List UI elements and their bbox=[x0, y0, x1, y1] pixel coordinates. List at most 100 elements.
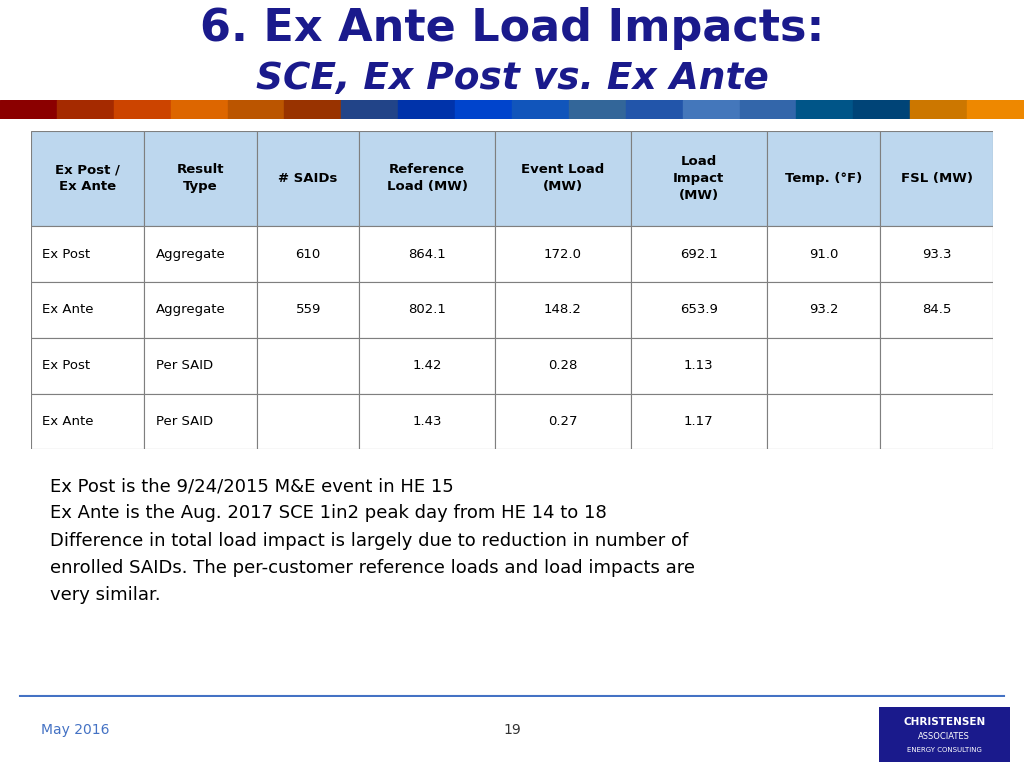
Text: 802.1: 802.1 bbox=[409, 303, 446, 316]
Bar bbox=[495, 131, 631, 227]
Bar bbox=[31, 338, 144, 393]
Bar bbox=[767, 338, 880, 393]
Bar bbox=[631, 131, 767, 227]
Text: 1.42: 1.42 bbox=[413, 359, 441, 372]
Bar bbox=[880, 282, 993, 338]
Text: Ex Post is the 9/24/2015 M&E event in HE 15
Ex Ante is the Aug. 2017 SCE 1in2 pe: Ex Post is the 9/24/2015 M&E event in HE… bbox=[49, 478, 694, 604]
Text: 1.43: 1.43 bbox=[413, 415, 441, 428]
Text: Ex Post /
Ex Ante: Ex Post / Ex Ante bbox=[55, 164, 120, 194]
Text: 91.0: 91.0 bbox=[809, 247, 838, 260]
Text: Load
Impact
(MW): Load Impact (MW) bbox=[673, 155, 724, 202]
Text: 610: 610 bbox=[296, 247, 321, 260]
Bar bbox=[739, 100, 797, 119]
Bar bbox=[359, 338, 495, 393]
Bar bbox=[512, 100, 569, 119]
Bar bbox=[257, 227, 359, 282]
Text: FSL (MW): FSL (MW) bbox=[901, 172, 973, 185]
Bar bbox=[495, 282, 631, 338]
Bar bbox=[285, 100, 341, 119]
Bar bbox=[631, 338, 767, 393]
Bar bbox=[257, 131, 359, 227]
Text: 172.0: 172.0 bbox=[544, 247, 582, 260]
Text: Per SAID: Per SAID bbox=[156, 415, 213, 428]
Text: Aggregate: Aggregate bbox=[156, 247, 225, 260]
Bar bbox=[853, 100, 910, 119]
Text: 0.27: 0.27 bbox=[548, 415, 578, 428]
Bar bbox=[910, 100, 967, 119]
Text: 93.2: 93.2 bbox=[809, 303, 839, 316]
Text: 84.5: 84.5 bbox=[922, 303, 951, 316]
Text: Event Load
(MW): Event Load (MW) bbox=[521, 164, 604, 194]
Bar bbox=[359, 282, 495, 338]
Bar bbox=[57, 100, 114, 119]
Text: ENERGY CONSULTING: ENERGY CONSULTING bbox=[906, 746, 982, 753]
Bar bbox=[227, 100, 285, 119]
Bar bbox=[495, 227, 631, 282]
Text: 653.9: 653.9 bbox=[680, 303, 718, 316]
Bar bbox=[455, 100, 512, 119]
Text: 6. Ex Ante Load Impacts:: 6. Ex Ante Load Impacts: bbox=[200, 8, 824, 50]
Text: 1.13: 1.13 bbox=[684, 359, 714, 372]
Text: 864.1: 864.1 bbox=[409, 247, 445, 260]
Bar bbox=[626, 100, 683, 119]
Bar bbox=[31, 393, 144, 449]
Text: 559: 559 bbox=[296, 303, 321, 316]
Text: ASSOCIATES: ASSOCIATES bbox=[919, 732, 970, 741]
Bar bbox=[114, 100, 171, 119]
Bar bbox=[767, 393, 880, 449]
Bar bbox=[257, 393, 359, 449]
Bar bbox=[341, 100, 398, 119]
Text: Ex Post: Ex Post bbox=[42, 359, 90, 372]
Text: May 2016: May 2016 bbox=[41, 723, 110, 737]
Bar bbox=[31, 131, 144, 227]
Bar bbox=[767, 131, 880, 227]
Text: Ex Ante: Ex Ante bbox=[42, 415, 94, 428]
Text: SCE, Ex Post vs. Ex Ante: SCE, Ex Post vs. Ex Ante bbox=[256, 61, 768, 97]
Text: Ex Ante: Ex Ante bbox=[42, 303, 94, 316]
Text: # SAIDs: # SAIDs bbox=[279, 172, 338, 185]
Bar bbox=[683, 100, 739, 119]
Bar bbox=[144, 227, 257, 282]
Bar bbox=[767, 282, 880, 338]
Bar bbox=[880, 227, 993, 282]
Bar bbox=[631, 282, 767, 338]
Text: 19: 19 bbox=[503, 723, 521, 737]
Bar bbox=[144, 338, 257, 393]
Bar bbox=[569, 100, 626, 119]
Bar bbox=[0, 100, 57, 119]
Bar bbox=[31, 227, 144, 282]
Text: 93.3: 93.3 bbox=[922, 247, 951, 260]
Text: 148.2: 148.2 bbox=[544, 303, 582, 316]
Bar bbox=[359, 393, 495, 449]
Bar bbox=[495, 338, 631, 393]
Bar bbox=[171, 100, 227, 119]
Bar bbox=[880, 393, 993, 449]
Bar bbox=[257, 338, 359, 393]
Text: Reference
Load (MW): Reference Load (MW) bbox=[387, 164, 468, 194]
Bar bbox=[31, 282, 144, 338]
Bar bbox=[631, 393, 767, 449]
Bar bbox=[398, 100, 455, 119]
Bar bbox=[144, 282, 257, 338]
Text: Aggregate: Aggregate bbox=[156, 303, 225, 316]
Bar bbox=[257, 282, 359, 338]
Text: Ex Post: Ex Post bbox=[42, 247, 90, 260]
Bar bbox=[967, 100, 1024, 119]
Bar bbox=[144, 131, 257, 227]
Text: Temp. (°F): Temp. (°F) bbox=[784, 172, 862, 185]
Bar bbox=[359, 131, 495, 227]
Text: 692.1: 692.1 bbox=[680, 247, 718, 260]
Bar bbox=[880, 338, 993, 393]
Bar bbox=[495, 393, 631, 449]
Text: Result
Type: Result Type bbox=[177, 164, 224, 194]
Text: 1.17: 1.17 bbox=[684, 415, 714, 428]
Bar bbox=[880, 131, 993, 227]
Bar bbox=[767, 227, 880, 282]
Bar bbox=[631, 227, 767, 282]
Bar bbox=[359, 227, 495, 282]
Bar bbox=[797, 100, 853, 119]
Text: Per SAID: Per SAID bbox=[156, 359, 213, 372]
Bar bbox=[144, 393, 257, 449]
Text: CHRISTENSEN: CHRISTENSEN bbox=[903, 717, 985, 727]
Text: 0.28: 0.28 bbox=[548, 359, 578, 372]
